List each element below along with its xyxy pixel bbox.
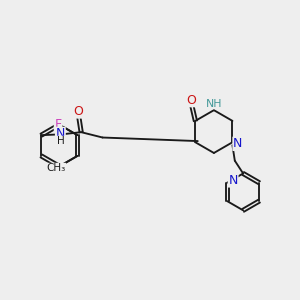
Text: O: O (73, 105, 83, 118)
Text: CH₃: CH₃ (46, 164, 66, 173)
Text: H: H (57, 136, 65, 146)
Text: F: F (55, 118, 62, 130)
Text: N: N (56, 128, 65, 140)
Text: N: N (233, 137, 242, 150)
Text: NH: NH (206, 99, 223, 109)
Text: O: O (186, 94, 196, 106)
Text: N: N (228, 174, 238, 187)
